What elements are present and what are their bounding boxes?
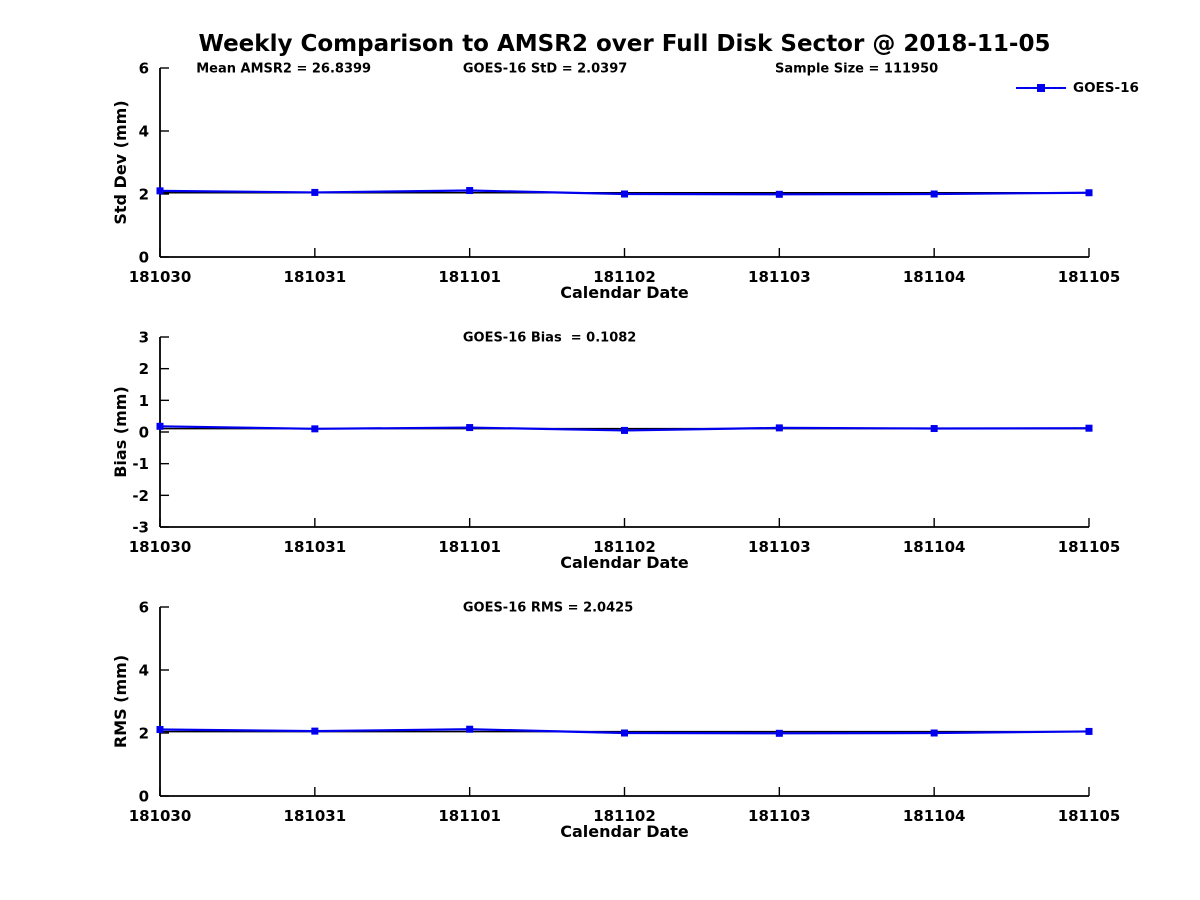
data-point-marker xyxy=(1085,727,1093,735)
x-tick-label: 181104 xyxy=(903,268,966,286)
x-tick-label: 181102 xyxy=(593,538,656,556)
data-point-marker xyxy=(930,425,938,433)
legend: GOES-16 xyxy=(1016,80,1139,96)
x-tick-label: 181031 xyxy=(284,268,347,286)
x-tick-label: 181101 xyxy=(438,538,501,556)
x-tick-label: 181104 xyxy=(903,538,966,556)
data-point-marker xyxy=(156,187,164,195)
chart-title: Weekly Comparison to AMSR2 over Full Dis… xyxy=(198,31,1051,57)
x-tick-label: 181103 xyxy=(748,538,811,556)
x-tick-label: 181030 xyxy=(129,538,192,556)
x-axis-label: Calendar Date xyxy=(560,822,689,841)
data-point-marker xyxy=(466,725,474,733)
data-point-marker xyxy=(311,425,319,433)
y-tick-label: 4 xyxy=(139,123,149,141)
data-point-marker xyxy=(930,729,938,737)
data-point-marker xyxy=(156,422,164,430)
data-point-marker xyxy=(621,729,628,737)
x-tick-label: 181030 xyxy=(129,268,192,286)
data-point-marker xyxy=(775,190,783,198)
y-tick-label: -3 xyxy=(132,519,149,537)
x-axis-label: Calendar Date xyxy=(560,553,689,572)
y-tick-label: 4 xyxy=(139,662,149,680)
annotation: Mean AMSR2 = 26.8399 xyxy=(196,62,371,77)
data-point-marker xyxy=(1085,189,1093,197)
x-tick-label: 181102 xyxy=(593,807,656,825)
data-point-marker xyxy=(775,729,783,737)
x-tick-label: 181104 xyxy=(903,807,966,825)
y-axis-label: RMS (mm) xyxy=(111,655,130,748)
x-tick-label: 181101 xyxy=(438,807,501,825)
x-tick-label: 181030 xyxy=(129,807,192,825)
legend-label: GOES-16 xyxy=(1073,80,1139,96)
annotation: GOES-16 RMS = 2.0425 xyxy=(463,601,633,616)
data-point-marker xyxy=(1085,424,1093,432)
data-point-marker xyxy=(621,190,628,198)
x-axis-label: Calendar Date xyxy=(560,283,689,302)
data-point-marker xyxy=(466,424,474,432)
x-tick-label: 181031 xyxy=(284,538,347,556)
data-point-marker xyxy=(311,727,319,735)
y-tick-label: 0 xyxy=(139,788,149,806)
x-tick-label: 181101 xyxy=(438,268,501,286)
y-tick-label: 2 xyxy=(139,186,149,204)
x-tick-label: 181103 xyxy=(748,268,811,286)
y-tick-label: 0 xyxy=(139,249,149,267)
y-tick-label: -1 xyxy=(132,455,149,473)
subplot-stddev: 0 2 4 6 181030 181031 181101 181102 181103 181104… xyxy=(111,60,1120,303)
y-tick-label: 3 xyxy=(139,329,149,347)
y-tick-label: 6 xyxy=(139,599,149,617)
x-tick-label: 181031 xyxy=(284,807,347,825)
x-tick-label: 181102 xyxy=(593,268,656,286)
y-tick-label: -2 xyxy=(132,487,149,505)
annotation: GOES-16 StD = 2.0397 xyxy=(463,62,627,77)
y-tick-label: 1 xyxy=(139,392,149,410)
y-axis-label: Bias (mm) xyxy=(111,386,130,478)
y-tick-label: 2 xyxy=(139,725,149,743)
x-tick-label: 181103 xyxy=(748,807,811,825)
y-tick-label: 2 xyxy=(139,360,149,378)
subplot-rms: 0 2 4 6 181030 181031 181101 181102 181103 181104… xyxy=(111,599,1120,842)
annotation: Sample Size = 111950 xyxy=(775,62,938,77)
legend-square-marker-icon xyxy=(1037,84,1045,92)
y-tick-label: 0 xyxy=(139,424,149,442)
legend-line-sample xyxy=(1016,84,1066,92)
annotation: GOES-16 Bias = 0.1082 xyxy=(463,331,637,346)
x-tick-label: 181105 xyxy=(1058,268,1121,286)
x-tick-label: 181105 xyxy=(1058,807,1121,825)
data-point-marker xyxy=(621,426,628,434)
x-tick-label: 181105 xyxy=(1058,538,1121,556)
data-point-marker xyxy=(156,726,164,734)
y-axis-label: Std Dev (mm) xyxy=(111,100,130,224)
subplot-bias: -3 -2 -1 0 1 2 3 181030 181031 181101 181102 181103… xyxy=(111,329,1120,573)
data-point-marker xyxy=(311,188,319,196)
data-point-marker xyxy=(466,187,474,195)
data-point-marker xyxy=(930,190,938,198)
data-point-marker xyxy=(775,424,783,432)
y-tick-label: 6 xyxy=(139,60,149,78)
